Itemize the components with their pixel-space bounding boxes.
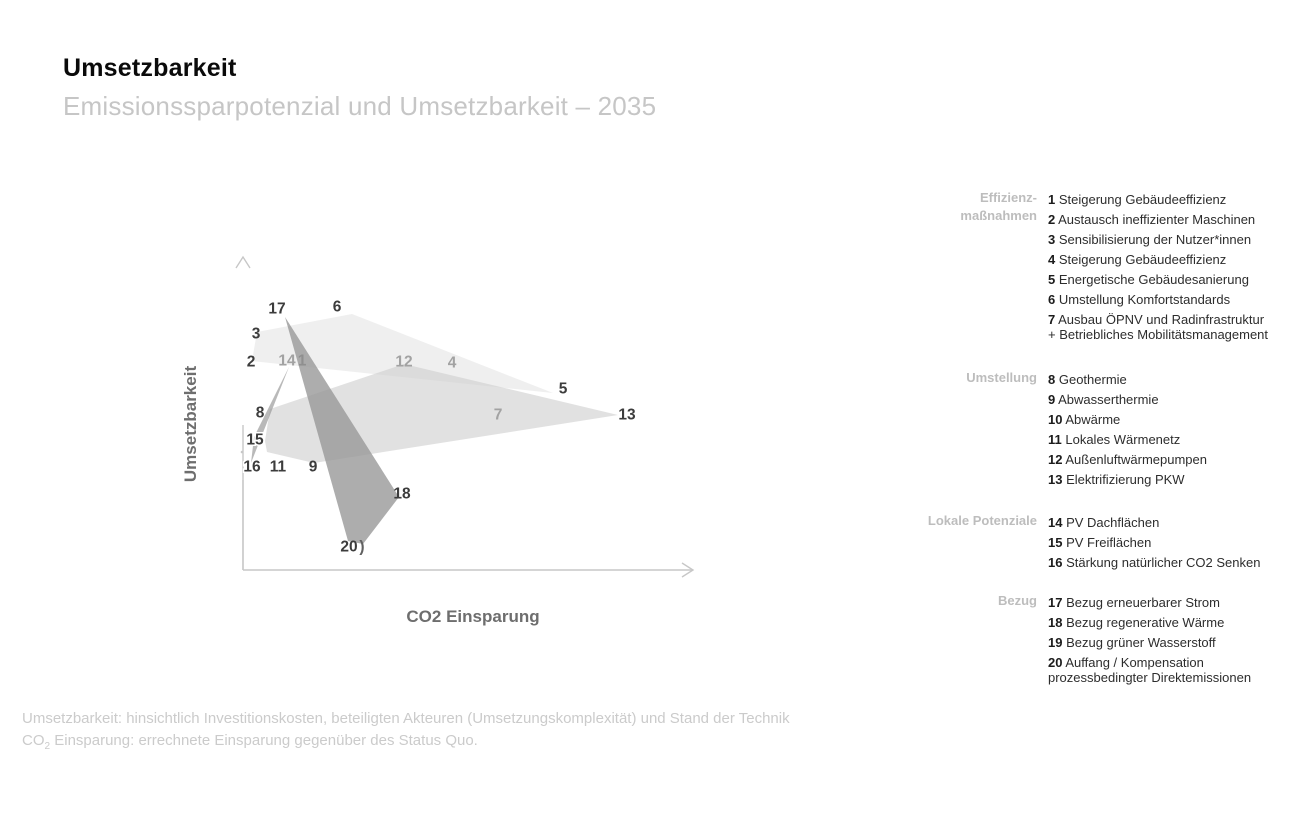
legend-item-2: 2 Austausch ineffizienter Maschinen — [1048, 211, 1256, 227]
point-label-13: 13 — [618, 407, 636, 424]
point-label-9: 9 — [309, 459, 318, 476]
legend-item-8: 8 Geothermie — [1048, 371, 1127, 387]
legend-item-number: 16 — [1048, 554, 1063, 570]
point-label-15: 15 — [246, 432, 264, 449]
legend-item-number: 6 — [1048, 291, 1056, 307]
footnotes: Umsetzbarkeit: hinsichtlich Investitions… — [22, 708, 790, 758]
footnote-co2-einsparung: CO2 Einsparung: errechnete Einsparung ge… — [22, 732, 478, 752]
legend-item-number: 19 — [1048, 634, 1063, 650]
point-label-16: 16 — [243, 459, 261, 476]
legend-item-number: 10 — [1048, 411, 1063, 427]
point-label-2: 2 — [247, 354, 256, 371]
legend-item-9: 9 Abwasserthermie — [1048, 391, 1159, 407]
y-axis — [235, 255, 251, 570]
legend-item-number: 9 — [1048, 391, 1056, 407]
x-axis — [243, 562, 695, 578]
point-label-19: ) — [359, 539, 364, 556]
legend-item-number: 8 — [1048, 371, 1056, 387]
legend-group-title: Lokale Potenziale — [927, 513, 1037, 528]
legend-item-12: 12 Außenluftwärmepumpen — [1048, 451, 1207, 467]
legend-group-3: Lokale Potenziale 14 PV Dachflächen 15 PV … — [760, 512, 1300, 572]
legend-item-list: 8 Geothermie 9 Abwasserthermie 10 Abwärme 1… — [1048, 369, 1300, 489]
legend-item-1: 1 Steigerung Gebäudeeffizienz — [1048, 191, 1227, 207]
legend-item-number: 12 — [1048, 451, 1063, 467]
legend-item-6: 6 Umstellung Komfortstandards — [1048, 291, 1231, 307]
legend-item-number: 7 — [1048, 311, 1056, 327]
point-label-11: 11 — [270, 459, 287, 476]
x-axis-label: CO2 Einsparung — [406, 607, 539, 626]
legend-item-16: 16 Stärkung natürlicher CO2 Senken — [1048, 554, 1261, 570]
legend-item-number: 5 — [1048, 271, 1056, 287]
legend-item-list: 1 Steigerung Gebäudeeffizienz 2 Austausch… — [1048, 189, 1300, 344]
point-label-20: 20 — [340, 539, 357, 556]
legend-item-20: 20 Auffang / Kompensation prozessbedingte… — [1048, 654, 1252, 685]
legend-group-1: Effizienz- maßnahmen 1 Steigerung Gebäude… — [760, 189, 1300, 344]
legend-item-number: 14 — [1048, 514, 1063, 530]
legend-group-2: Umstellung 8 Geothermie 9 Abwasserthermie 1… — [760, 369, 1300, 489]
page-subtitle: Emissionssparpotenzial und Umsetzbarkeit… — [63, 91, 657, 121]
legend-group-title: Umstellung — [966, 370, 1037, 385]
area-bezug — [285, 317, 399, 544]
legend-item-4: 4 Steigerung Gebäudeeffizienz — [1048, 251, 1227, 267]
legend-item-17: 17 Bezug erneuerbarer Strom — [1048, 594, 1220, 610]
point-label-5: 5 — [559, 381, 568, 398]
legend-item-number: 2 — [1048, 211, 1056, 227]
legend-item-number: 3 — [1048, 231, 1056, 247]
legend-item-11: 11 Lokales Wärmenetz — [1048, 431, 1181, 447]
header: Umsetzbarkeit Emissionssparpotenzial und… — [63, 54, 656, 122]
legend-item-13: 13 Elektrifizierung PKW — [1048, 471, 1185, 487]
point-label-3: 3 — [252, 326, 261, 343]
legend-item-number: 17 — [1048, 594, 1063, 610]
legend-item-7: 7 Ausbau ÖPNV und Radinfrastruktur + Betr… — [1048, 311, 1269, 342]
group-area-layer — [251, 314, 618, 544]
x-axis-arrowhead — [681, 562, 695, 578]
point-label-18: 18 — [393, 486, 411, 503]
legend-item-number: 11 — [1048, 431, 1062, 447]
legend-item-19: 19 Bezug grüner Wasserstoff — [1048, 634, 1216, 650]
legend-item-18: 18 Bezug regenerative Wärme — [1048, 614, 1225, 630]
legend-item-3: 3 Sensibilisierung der Nutzer*innen — [1048, 231, 1252, 247]
point-label-17: 17 — [268, 301, 285, 318]
point-label-6: 6 — [333, 299, 342, 316]
point-label-12: 12 — [395, 354, 412, 371]
legend-item-15: 15 PV Freiflächen — [1048, 534, 1152, 550]
page-title: Umsetzbarkeit — [63, 54, 237, 82]
legend-item-14: 14 PV Dachflächen — [1048, 514, 1160, 530]
legend-item-number: 20 — [1048, 654, 1063, 670]
footnote-umsetzbarkeit: Umsetzbarkeit: hinsichtlich Investitions… — [22, 710, 790, 727]
scatter-chart: Umsetzbarkeit CO2 Einsparung 12345678911… — [181, 255, 695, 626]
point-label-8: 8 — [256, 405, 265, 422]
legend-group-4: Bezug 17 Bezug erneuerbarer Strom 18 Bezug… — [760, 592, 1300, 687]
legend-item-5: 5 Energetische Gebäudesanierung — [1048, 271, 1249, 287]
point-label-7: 7 — [494, 407, 503, 424]
legend-item-list: 14 PV Dachflächen 15 PV Freiflächen 16 Stä… — [1048, 512, 1300, 572]
legend-item-list: 17 Bezug erneuerbarer Strom 18 Bezug rege… — [1048, 592, 1300, 687]
legend-item-number: 4 — [1048, 251, 1056, 267]
point-label-1: 1 — [298, 353, 307, 370]
point-label-14: 14 — [278, 353, 296, 370]
y-axis-arrowhead — [235, 255, 251, 269]
legend-item-number: 15 — [1048, 534, 1063, 550]
y-axis-label: Umsetzbarkeit — [181, 366, 200, 483]
legend-item-number: 18 — [1048, 614, 1063, 630]
area-lokale-potenziale — [251, 367, 289, 463]
area-effizienzmassnahmen — [252, 314, 553, 393]
legend-group-title: Effizienz- maßnahmen — [960, 190, 1037, 223]
y-axis-tick-dot — [240, 450, 244, 454]
legend-item-number: 13 — [1048, 471, 1063, 487]
point-label-4: 4 — [448, 355, 457, 372]
legend-item-10: 10 Abwärme — [1048, 411, 1121, 427]
legend-item-number: 1 — [1048, 191, 1056, 207]
legend-group-title: Bezug — [998, 593, 1037, 608]
